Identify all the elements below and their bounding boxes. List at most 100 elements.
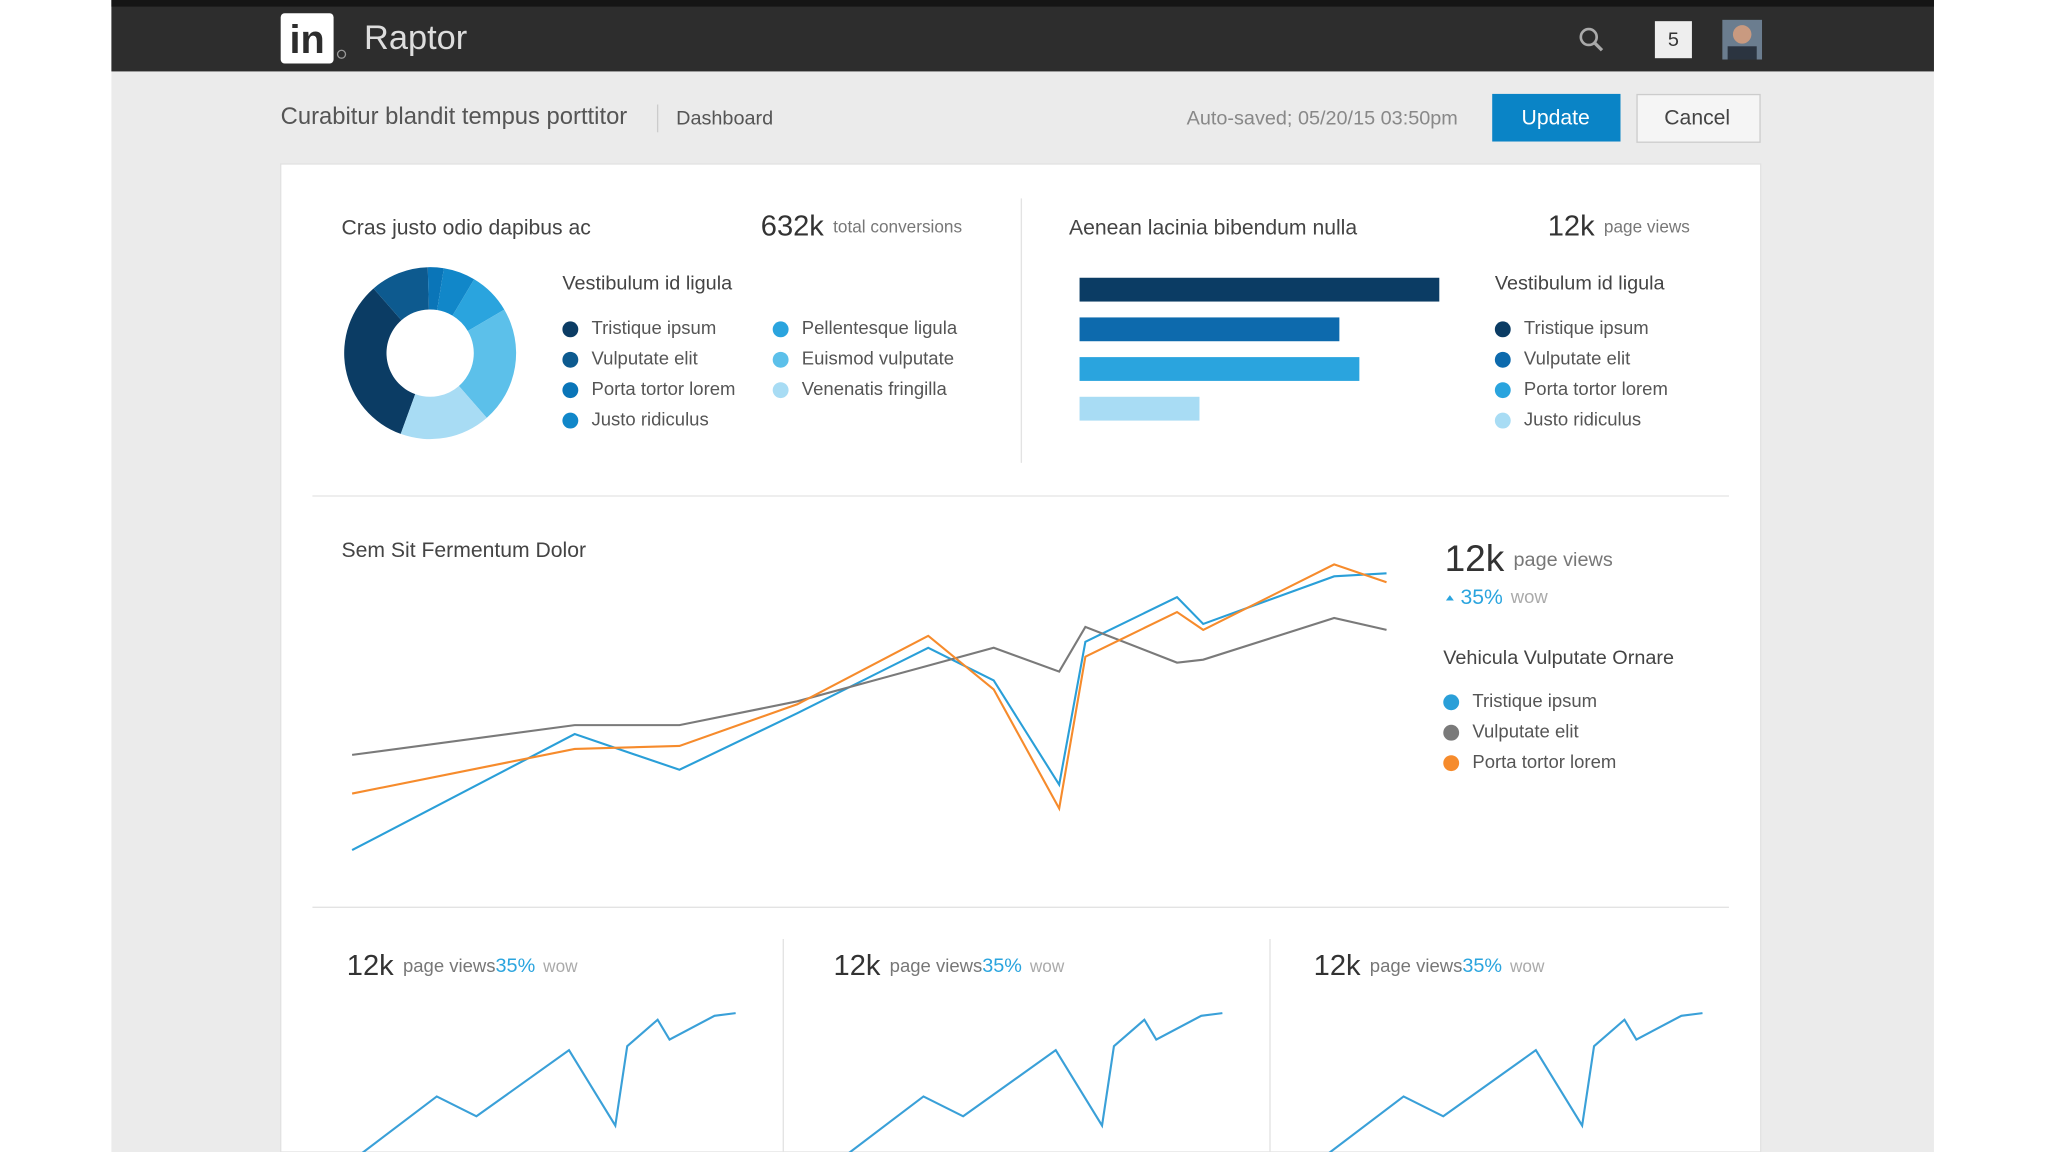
update-label: Update [1522,107,1590,130]
change-value: 35% [982,955,1022,977]
up-arrow [1445,595,1454,601]
change-label: wow [1510,586,1549,607]
legend-dot [562,412,579,429]
stat: 12k page views35% wow [834,950,1065,982]
notification-badge[interactable] [1654,21,1692,59]
top-bar [111,0,1934,72]
update-button[interactable] [1492,93,1621,142]
avatar-body [1727,46,1757,60]
stat: 12k page views35% wow [1314,950,1545,982]
line [351,616,1387,756]
stat: 12k page views [1445,537,1613,579]
legend-label: Tristique ipsum [1524,317,1649,338]
notification-count: 5 [1668,29,1679,51]
change-value: 35% [496,955,536,977]
legend-label: Justo ridiculus [592,408,709,429]
legend-dot [1494,351,1511,368]
legend-label: Justo ridiculus [1524,408,1641,429]
search-icon[interactable] [1579,27,1604,52]
change-value: 35% [1462,955,1502,977]
stat: 632k total conversions [761,210,962,242]
stat-label: total conversions [833,216,962,236]
legend-label: Pellentesque ligula [802,317,958,338]
stat-value: 12k [1314,950,1361,982]
legend-dot [1443,755,1460,772]
stat-label: page views [1514,549,1613,571]
bar [1079,317,1340,342]
chart-title: Aenean lacinia bibendum nulla [1069,216,1357,239]
stat-label: page views [403,955,496,976]
legend-dot [772,351,789,368]
legend-dot [1443,694,1460,711]
legend-dot [562,321,579,338]
logo-box[interactable] [280,13,334,64]
line [1328,1012,1703,1152]
avatar-face [1732,25,1752,44]
avatar[interactable] [1722,19,1763,60]
cancel-button[interactable] [1636,93,1761,143]
legend-dot [1494,321,1511,338]
breadcrumb[interactable]: Dashboard [676,107,773,129]
stat-label: page views [1370,955,1463,976]
stat: 12k page views35% wow [347,950,578,982]
line [361,1012,736,1152]
legend-label: Porta tortor lorem [1472,751,1616,772]
legend-label: Vulputate elit [1472,721,1578,742]
legend-title: Vestibulum id ligula [562,273,733,295]
legend-dot [772,321,789,338]
stat-label: page views [1604,216,1690,236]
logo-mark [336,49,347,59]
legend-title: Vehicula Vulputate Ornare [1443,647,1674,669]
search-circle [1579,27,1599,47]
stat-value: 12k [834,950,881,982]
logo: in [290,18,325,62]
search-handle [1592,41,1604,52]
legend-dot [1494,412,1511,429]
bar [1079,277,1440,302]
legend-dot [562,351,579,368]
donut-segment [452,279,505,332]
legend-label: Euismod vulputate [802,348,954,369]
change-label: wow [1029,955,1065,975]
legend-label: Porta tortor lorem [1524,378,1668,399]
line [351,563,1387,812]
legend-dot [1494,382,1511,399]
chart-title: Sem Sit Fermentum Dolor [342,539,587,562]
legend-label: Vulputate elit [1524,348,1630,369]
change: 35% wow [1460,585,1548,608]
donut-segment [344,288,416,434]
chart-title: Cras justo odio dapibus ac [342,216,592,239]
line [351,572,1387,852]
legend-dot [772,382,789,399]
legend-label: Tristique ipsum [1472,690,1597,711]
stat-value: 12k [1445,537,1505,579]
cancel-label: Cancel [1664,107,1730,130]
app-name: Raptor [364,19,467,57]
donut-segment [400,385,487,440]
legend-label: Tristique ipsum [592,317,717,338]
change-label: wow [1509,955,1545,975]
autosave: Auto-saved; 05/20/15 03:50pm [1187,107,1458,129]
legend-dot [1443,724,1460,741]
donut-segment [427,267,444,311]
legend-dot [562,382,579,399]
legend-label: Porta tortor lorem [592,378,736,399]
stat-value: 632k [761,210,825,242]
donut-segment [437,268,475,316]
line [848,1012,1223,1152]
stat-value: 12k [1548,210,1595,242]
donut-segment [458,309,517,418]
stat: 12k page views [1548,210,1690,242]
change-value: 35% [1460,585,1503,608]
change-label: wow [542,955,578,975]
page-title: Curabitur blandit tempus porttitor [281,103,628,130]
stat-value: 12k [347,950,394,982]
top-strip [111,0,1934,7]
legend-label: Vulputate elit [592,348,698,369]
stat-label: page views [890,955,983,976]
donut-segment [373,267,429,321]
legend-label: Venenatis fringilla [802,378,948,399]
bar [1079,396,1200,421]
